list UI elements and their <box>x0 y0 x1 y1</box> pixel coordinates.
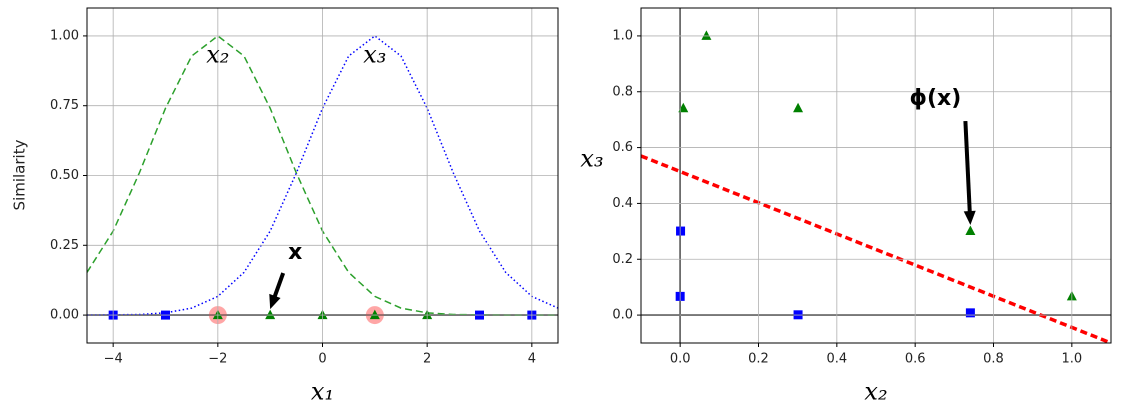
triangle-marker <box>369 309 380 320</box>
y-axis-label: Similarity <box>11 139 29 210</box>
x-tick-label: −2 <box>208 352 227 367</box>
y-tick-label: 0.50 <box>50 168 79 183</box>
triangle-marker <box>678 102 689 113</box>
annotation: x <box>288 240 302 265</box>
y-tick-label: 0.2 <box>612 252 633 267</box>
x-tick-label: 1.0 <box>1061 352 1082 367</box>
triangle-marker <box>701 30 712 40</box>
arrow-head <box>963 210 976 226</box>
x-tick-label: −4 <box>104 352 123 367</box>
curve <box>87 34 558 316</box>
axes: 0.0 0.2 0.4 0.6 0.8 1.0 0.0 0.2 0.4 0.6 0.8 1.0 ϕ(x)… <box>580 7 1112 406</box>
triangle-marker <box>265 309 276 320</box>
y-tick-label: 1.00 <box>50 28 79 43</box>
square-marker <box>965 308 975 318</box>
arrow-head <box>269 293 281 310</box>
axes-frame <box>86 7 559 344</box>
curve-label: x₂ <box>206 40 229 68</box>
x-axis-label: x₂ <box>864 378 887 406</box>
y-tick-label: 0.00 <box>50 308 79 323</box>
y-axis-label: x₃ <box>580 145 603 173</box>
x-tick-label: 0.0 <box>670 352 691 367</box>
triangle-marker <box>965 225 976 236</box>
arrow-shaft <box>963 120 972 216</box>
decision-line <box>641 154 1111 343</box>
arrow-shaft <box>271 272 286 301</box>
y-tick-label: 0.6 <box>612 140 633 155</box>
x-tick-label: 0.4 <box>826 352 847 367</box>
x-tick-label: 0.8 <box>983 352 1004 367</box>
x-tick-label: 4 <box>528 352 536 367</box>
x-tick-label: 0.2 <box>748 352 769 367</box>
axes: −4 −2 0 2 4 0.00 0.25 0.50 0.75 1.00 x₂ x₃ x x₁ Simila… <box>11 7 559 406</box>
x-tick-label: 0 <box>318 352 326 367</box>
y-tick-label: 0.8 <box>612 84 633 99</box>
x-axis-label: x₁ <box>311 378 334 406</box>
plot-area <box>641 8 1111 343</box>
y-tick-label: 0.25 <box>50 238 79 253</box>
triangle-marker <box>793 102 804 113</box>
y-tick-label: 1.0 <box>612 28 633 43</box>
annotation: ϕ(x) <box>909 86 961 111</box>
y-tick-label: 0.75 <box>50 98 79 113</box>
y-tick-label: 0.0 <box>612 308 633 323</box>
x-tick-label: 0.6 <box>905 352 926 367</box>
curve-label: x₃ <box>363 40 386 68</box>
axes-frame <box>640 7 1112 344</box>
x-tick-label: 2 <box>423 352 431 367</box>
y-tick-label: 0.4 <box>612 196 633 211</box>
